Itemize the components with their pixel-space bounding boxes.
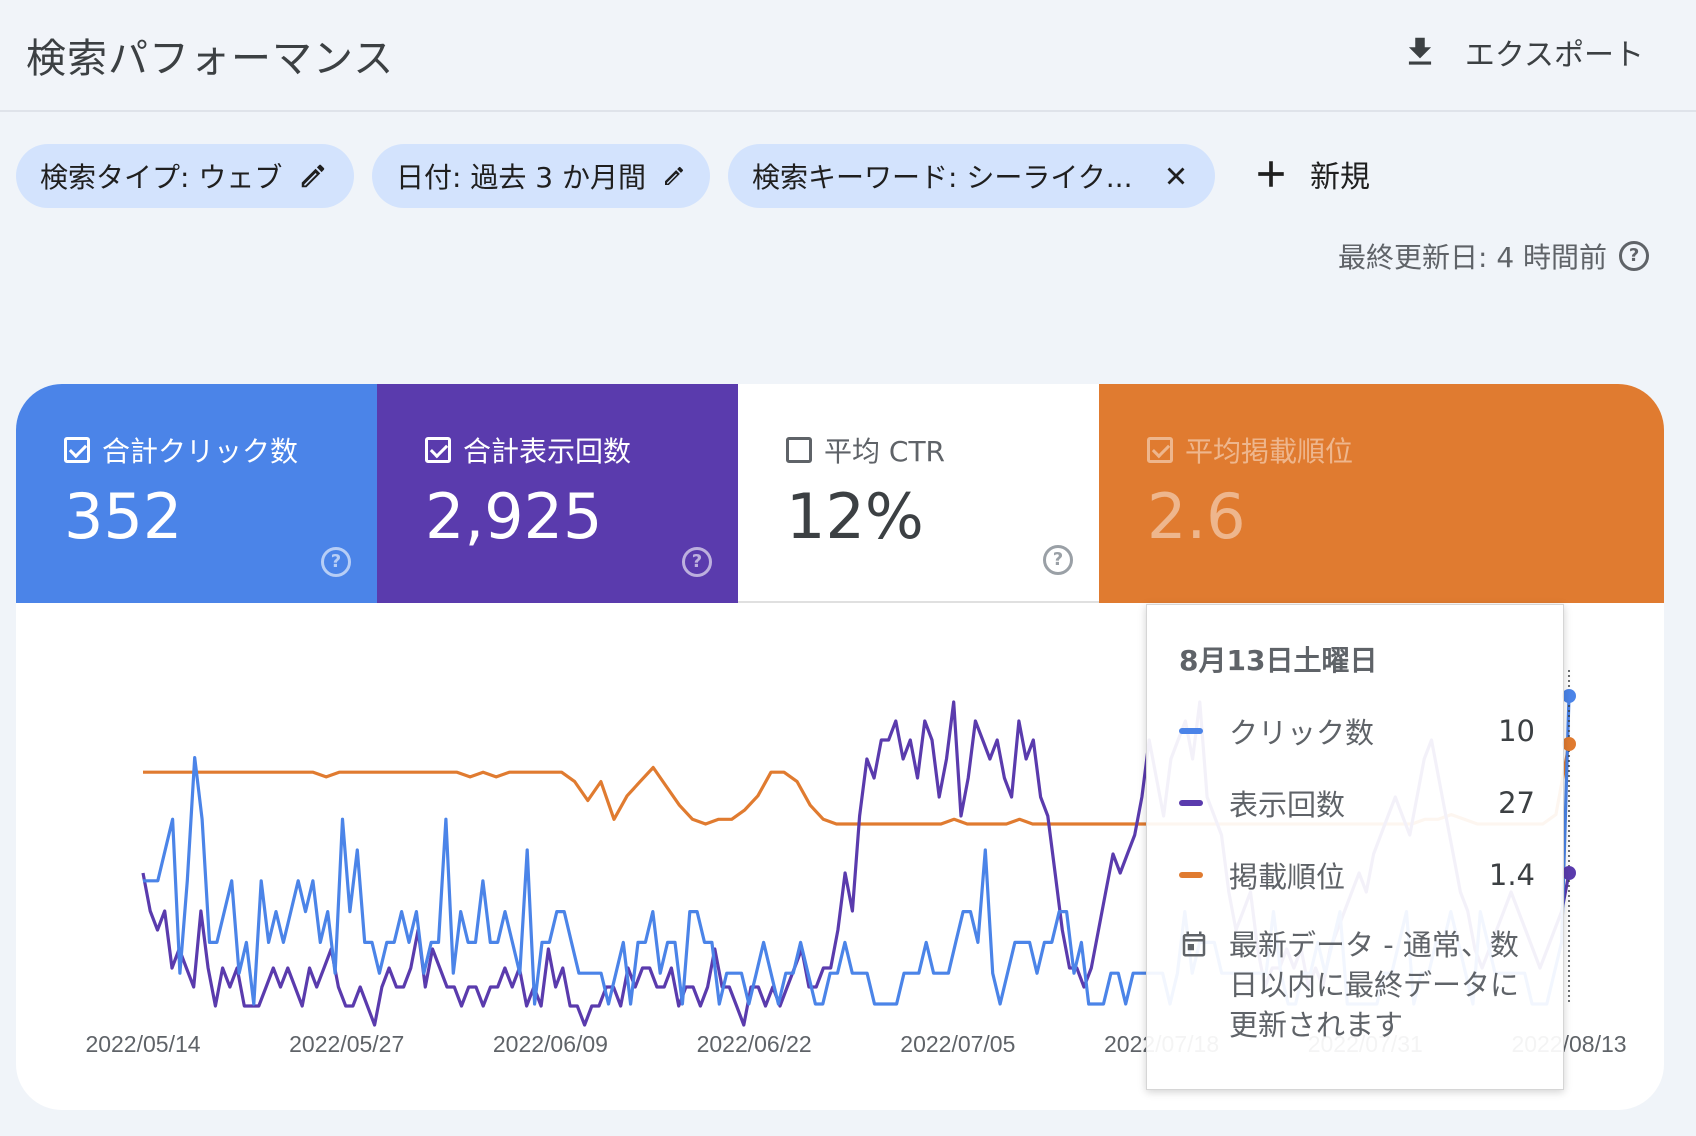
hover-point-2 bbox=[1562, 737, 1576, 751]
tooltip-label: 掲載順位 bbox=[1229, 860, 1346, 894]
tooltip-row-impressions: 表示回数 27 bbox=[1179, 783, 1535, 823]
top-bar: 検索パフォーマンス エクスポート bbox=[0, 0, 1696, 112]
x-tick-label: 2022/05/27 bbox=[289, 1031, 404, 1057]
plus-icon bbox=[1258, 161, 1284, 187]
metric-total-impressions[interactable]: 合計表示回数 2,925 ? bbox=[377, 384, 738, 603]
filter-chip-label: 検索タイプ: ウェブ bbox=[40, 161, 283, 194]
x-tick-label: 2022/05/14 bbox=[85, 1031, 200, 1057]
metric-label: 合計クリック数 bbox=[102, 435, 299, 468]
filter-chip-label: 検索キーワード: シーライク... bbox=[752, 161, 1133, 194]
filter-chip-query[interactable]: 検索キーワード: シーライク... bbox=[728, 144, 1215, 208]
tooltip-label: 表示回数 bbox=[1229, 788, 1346, 822]
checkbox-icon[interactable] bbox=[64, 437, 90, 463]
checkbox-icon[interactable] bbox=[1147, 437, 1173, 463]
performance-card: 合計クリック数 352 ? 合計表示回数 2,925 ? 平均 CTR 12% … bbox=[16, 384, 1664, 1110]
metric-value: 2,925 bbox=[425, 480, 603, 553]
calendar-icon bbox=[1182, 931, 1206, 957]
tooltip-row-position: 掲載順位 1.4 bbox=[1179, 855, 1535, 895]
new-filter-button[interactable]: 新規 bbox=[1254, 152, 1370, 196]
metric-average-ctr[interactable]: 平均 CTR 12% ? bbox=[738, 384, 1099, 603]
tooltip-label: クリック数 bbox=[1229, 716, 1375, 750]
new-filter-label: 新規 bbox=[1310, 160, 1370, 195]
metric-label: 平均 CTR bbox=[824, 435, 946, 468]
help-icon[interactable]: ? bbox=[682, 547, 712, 577]
close-icon[interactable] bbox=[1161, 161, 1191, 191]
page-title: 検索パフォーマンス bbox=[26, 36, 395, 82]
filter-chip-search-type[interactable]: 検索タイプ: ウェブ bbox=[16, 144, 354, 208]
x-tick-label: 2022/06/22 bbox=[697, 1031, 812, 1057]
x-tick-label: 2022/07/05 bbox=[900, 1031, 1015, 1057]
export-label: エクスポート bbox=[1464, 38, 1644, 73]
clicks-legend-swatch bbox=[1179, 728, 1203, 734]
metric-average-position[interactable]: 平均掲載順位 2.6 bbox=[1099, 384, 1664, 603]
position-legend-swatch bbox=[1179, 872, 1203, 878]
x-tick-label: 2022/06/09 bbox=[493, 1031, 608, 1057]
checkbox-icon[interactable] bbox=[425, 437, 451, 463]
checkbox-icon[interactable] bbox=[786, 437, 812, 463]
tooltip-note-text: 最新データ - 通常、数日以内に最終データに更新されます bbox=[1229, 928, 1520, 1042]
hover-point-1 bbox=[1562, 866, 1576, 880]
tooltip-value: 27 bbox=[1498, 786, 1535, 820]
chart-tooltip: 8月13日土曜日 クリック数 10 表示回数 27 掲載順位 1.4 最新データ… bbox=[1146, 604, 1564, 1090]
hover-point-0 bbox=[1562, 689, 1576, 703]
tooltip-value: 10 bbox=[1498, 714, 1535, 748]
tooltip-note: 最新データ - 通常、数日以内に最終データに更新されます bbox=[1179, 925, 1539, 1045]
help-icon[interactable]: ? bbox=[321, 547, 351, 577]
help-icon[interactable]: ? bbox=[1043, 545, 1073, 575]
metric-label: 合計表示回数 bbox=[463, 435, 632, 468]
metric-value: 352 bbox=[64, 480, 183, 553]
last-updated: 最終更新日: 4 時間前 ? bbox=[1338, 236, 1650, 276]
impressions-legend-swatch bbox=[1179, 800, 1203, 806]
filter-chip-label: 日付: 過去 3 か月間 bbox=[396, 161, 646, 194]
metric-total-clicks[interactable]: 合計クリック数 352 ? bbox=[16, 384, 377, 603]
pencil-icon[interactable] bbox=[298, 161, 328, 191]
tooltip-row-clicks: クリック数 10 bbox=[1179, 711, 1535, 751]
pencil-icon[interactable] bbox=[662, 161, 686, 191]
metric-value: 12% bbox=[786, 480, 924, 553]
filter-chip-date[interactable]: 日付: 過去 3 か月間 bbox=[372, 144, 710, 208]
tooltip-value: 1.4 bbox=[1488, 858, 1535, 892]
last-updated-text: 最終更新日: 4 時間前 bbox=[1338, 241, 1608, 274]
tooltip-date: 8月13日土曜日 bbox=[1179, 644, 1378, 677]
export-button[interactable]: エクスポート bbox=[1401, 30, 1644, 74]
metric-value: 2.6 bbox=[1147, 480, 1246, 553]
help-icon[interactable]: ? bbox=[1619, 241, 1650, 271]
metric-label: 平均掲載順位 bbox=[1185, 435, 1354, 468]
download-icon bbox=[1408, 37, 1431, 65]
